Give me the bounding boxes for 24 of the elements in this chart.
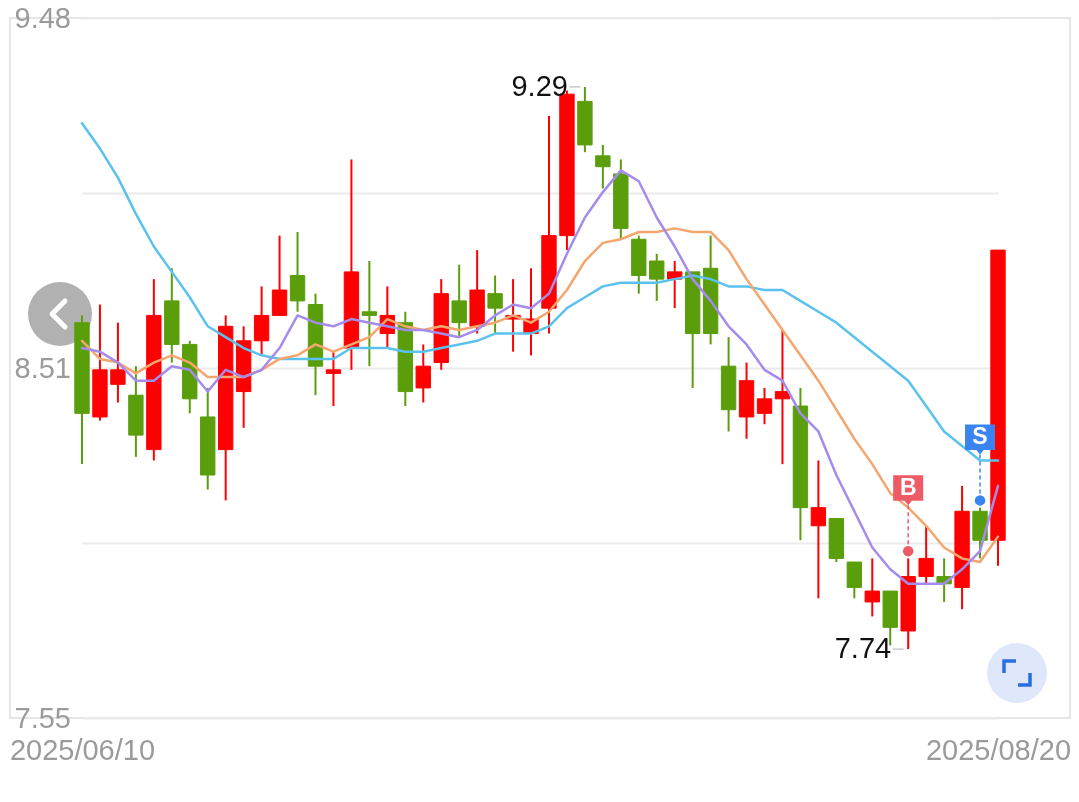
y-tick-label: 8.51: [14, 351, 71, 384]
candlestick: [451, 263, 467, 339]
candlestick: [918, 524, 934, 585]
x-tick-label: 2025/06/10: [9, 733, 156, 766]
x-tick-label: 2025/08/20: [925, 733, 1072, 766]
candlestick: [649, 252, 665, 302]
candlestick: [595, 143, 611, 190]
text: 7.74: [834, 632, 892, 665]
candlestick: [415, 343, 431, 404]
candlestick: [756, 386, 773, 426]
candlestick: [361, 260, 378, 368]
candlestick: [110, 321, 126, 404]
candlestick: [487, 274, 503, 335]
y-tick-label: 7.55: [14, 701, 71, 734]
text: S: [972, 423, 988, 450]
y-tick-label: 9.48: [14, 1, 71, 34]
candlestick: [325, 350, 342, 408]
line-series: [80, 169, 1000, 586]
line-series: [80, 121, 1000, 462]
line-series: [80, 227, 1000, 564]
text: 9.29: [511, 69, 568, 102]
candlestick: [864, 557, 880, 618]
text: B: [899, 474, 917, 501]
candlestick: [810, 459, 827, 600]
